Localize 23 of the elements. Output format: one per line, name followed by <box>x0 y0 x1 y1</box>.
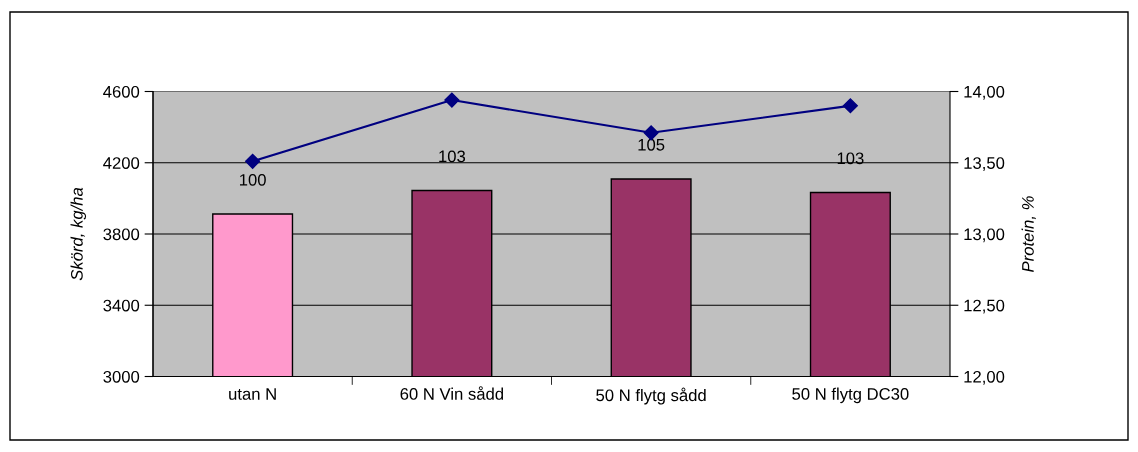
x-tick-label: utan N <box>229 388 276 400</box>
point <box>444 92 460 108</box>
y-tick-label: 3000 <box>103 370 140 383</box>
y-tick-label: 4200 <box>103 157 140 169</box>
y2-axis-title: Protein, % <box>1021 196 1036 272</box>
y-axis-title: Skörd, kg/ha <box>70 187 87 281</box>
y-tick-label: 4600 <box>103 85 140 98</box>
y2-tick-label: 12,50 <box>964 299 1005 314</box>
y2-tick-label: 12,00 <box>964 370 1005 385</box>
y2-tick-label: 13,50 <box>964 157 1005 171</box>
annotation: 103 <box>837 152 864 165</box>
y-tick-label: 3800 <box>103 228 140 241</box>
y2-tick-label: 13,00 <box>964 228 1005 243</box>
point <box>245 153 261 169</box>
y2-tick-label: 14,00 <box>964 85 1005 100</box>
annotation: 105 <box>638 138 665 151</box>
annotation: 100 <box>239 173 266 186</box>
y-tick-label: 3400 <box>103 299 140 312</box>
point <box>842 98 858 114</box>
x-tick-label: 50 N flytg sådd <box>596 387 706 405</box>
x-tick-label: 50 N flytg DC30 <box>792 387 909 404</box>
annotation: 103 <box>439 150 466 163</box>
x-tick-label: 60 N Vin sådd <box>400 386 504 400</box>
